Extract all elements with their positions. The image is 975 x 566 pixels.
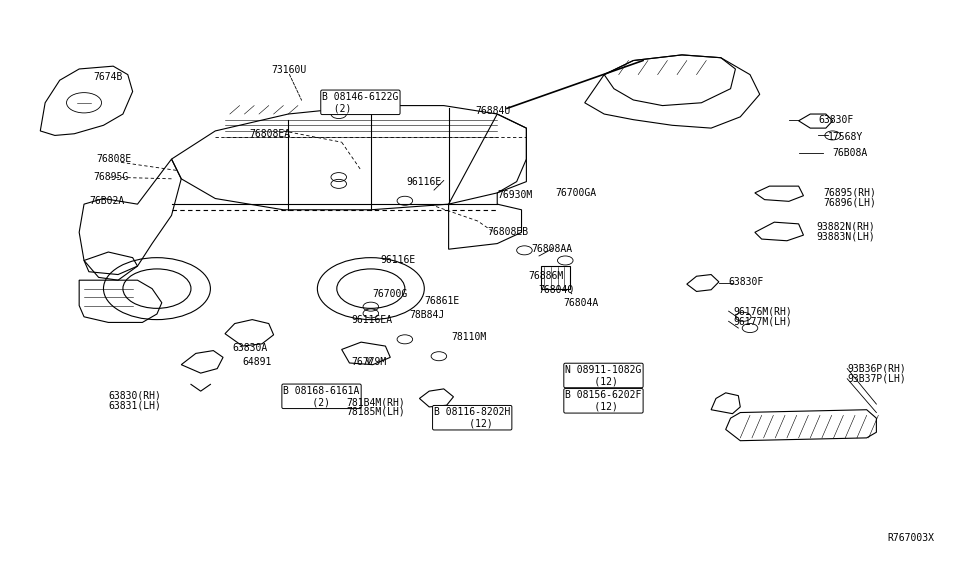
Text: 96116E: 96116E bbox=[407, 177, 442, 187]
Text: 76B08A: 76B08A bbox=[833, 148, 868, 158]
Text: 93882N(RH): 93882N(RH) bbox=[816, 222, 875, 231]
Text: B 08168-6161A
     (2): B 08168-6161A (2) bbox=[284, 385, 360, 407]
Text: 78185M(LH): 78185M(LH) bbox=[346, 406, 406, 417]
Text: 76779M: 76779M bbox=[351, 357, 387, 367]
Text: 63830F: 63830F bbox=[818, 115, 853, 125]
Text: 76700GA: 76700GA bbox=[556, 188, 597, 198]
Text: 76804Q: 76804Q bbox=[538, 285, 573, 295]
Text: 63830F: 63830F bbox=[728, 277, 763, 287]
Text: 76861E: 76861E bbox=[424, 296, 459, 306]
Text: 76B02A: 76B02A bbox=[89, 196, 124, 207]
Text: 76895G: 76895G bbox=[94, 172, 129, 182]
Text: 76808AA: 76808AA bbox=[531, 244, 572, 254]
Text: 93883N(LH): 93883N(LH) bbox=[816, 232, 875, 242]
Text: 76896(LH): 76896(LH) bbox=[823, 198, 876, 208]
Text: 76808EB: 76808EB bbox=[488, 228, 528, 237]
Text: 73160U: 73160U bbox=[272, 65, 307, 75]
Text: 63830A: 63830A bbox=[233, 343, 268, 353]
Text: 64891: 64891 bbox=[243, 357, 272, 367]
Text: 93B37P(LH): 93B37P(LH) bbox=[847, 374, 906, 384]
Text: B 08116-8202H
      (12): B 08116-8202H (12) bbox=[434, 407, 510, 428]
Text: 78110M: 78110M bbox=[451, 332, 487, 341]
Text: 76700G: 76700G bbox=[372, 289, 408, 299]
Text: 76884U: 76884U bbox=[476, 106, 511, 116]
Text: 96177M(LH): 96177M(LH) bbox=[733, 316, 793, 327]
Text: N 08911-1082G
     (12): N 08911-1082G (12) bbox=[566, 365, 642, 386]
Text: 17568Y: 17568Y bbox=[828, 131, 863, 142]
Text: 96116E: 96116E bbox=[380, 255, 415, 265]
Text: B 08146-6122G
  (2): B 08146-6122G (2) bbox=[322, 92, 399, 113]
Text: 96176M(RH): 96176M(RH) bbox=[733, 306, 793, 316]
Text: 76886M: 76886M bbox=[528, 271, 564, 281]
Text: 7674B: 7674B bbox=[94, 72, 123, 83]
Text: 63830(RH): 63830(RH) bbox=[108, 391, 161, 401]
Text: 93B36P(RH): 93B36P(RH) bbox=[847, 363, 906, 374]
Text: 76895(RH): 76895(RH) bbox=[823, 188, 876, 198]
Text: 78B84J: 78B84J bbox=[410, 310, 445, 320]
Text: 76808EA: 76808EA bbox=[250, 128, 291, 139]
Text: 76930M: 76930M bbox=[497, 190, 532, 200]
Text: 96116EA: 96116EA bbox=[351, 315, 393, 325]
Text: 63831(LH): 63831(LH) bbox=[108, 401, 161, 411]
Text: R767003X: R767003X bbox=[887, 533, 935, 543]
Text: 76808E: 76808E bbox=[97, 154, 132, 164]
Text: B 08156-6202F
     (12): B 08156-6202F (12) bbox=[566, 390, 642, 411]
Text: 76804A: 76804A bbox=[564, 298, 599, 308]
Text: 781B4M(RH): 781B4M(RH) bbox=[346, 397, 406, 408]
